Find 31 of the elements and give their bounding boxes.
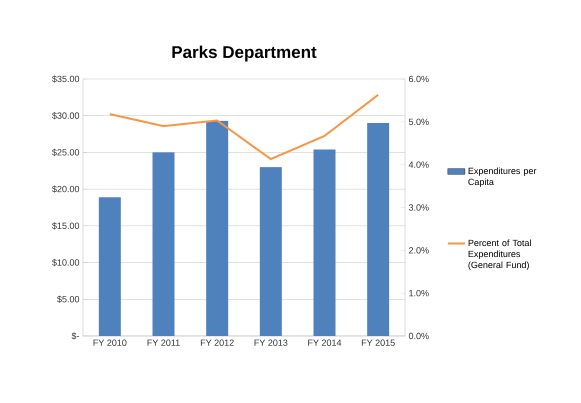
bar (260, 167, 282, 336)
chart-title: Parks Department (172, 46, 317, 62)
y-tick-label: $25.00 (52, 148, 80, 156)
line-series (108, 94, 380, 160)
y2-tick-label: 1.0% (409, 290, 429, 296)
y-tick-label: $15.00 (52, 222, 80, 230)
x-tick-label: FY 2011 (148, 340, 180, 346)
y2-tick-label: 2.0% (408, 247, 429, 254)
y2-tick-label: 5.0% (408, 118, 429, 126)
y-tick-label: $10.00 (52, 258, 80, 266)
y-tick-label: $20.00 (52, 185, 80, 193)
x-tick-label: FY 2010 (94, 340, 126, 346)
legend-label: Percent of Total Expenditures (General Fund) (468, 239, 531, 270)
x-tick-label: FY 2012 (200, 340, 234, 346)
x-tick-label: FY 2013 (254, 340, 288, 346)
y2-tick-label: 3.0% (408, 204, 429, 211)
y-tick-label: $- (72, 332, 80, 340)
x-tick-label: FY 2014 (308, 340, 342, 346)
y-tick-label: $30.00 (52, 112, 80, 120)
y-tick-label: $5.00 (57, 296, 80, 303)
legend-label: Expenditures per Capita (468, 167, 536, 187)
x-tick-label: FY 2015 (362, 340, 395, 346)
bar (152, 152, 174, 336)
bar (206, 120, 228, 336)
bar (98, 197, 121, 336)
bar (313, 149, 336, 336)
y-tick-label: $35.00 (52, 75, 80, 83)
bar (367, 123, 390, 336)
y2-tick-label: 0.0% (408, 332, 429, 340)
y2-tick-label: 6.0% (408, 76, 429, 82)
y2-tick-label: 4.0% (408, 161, 429, 168)
